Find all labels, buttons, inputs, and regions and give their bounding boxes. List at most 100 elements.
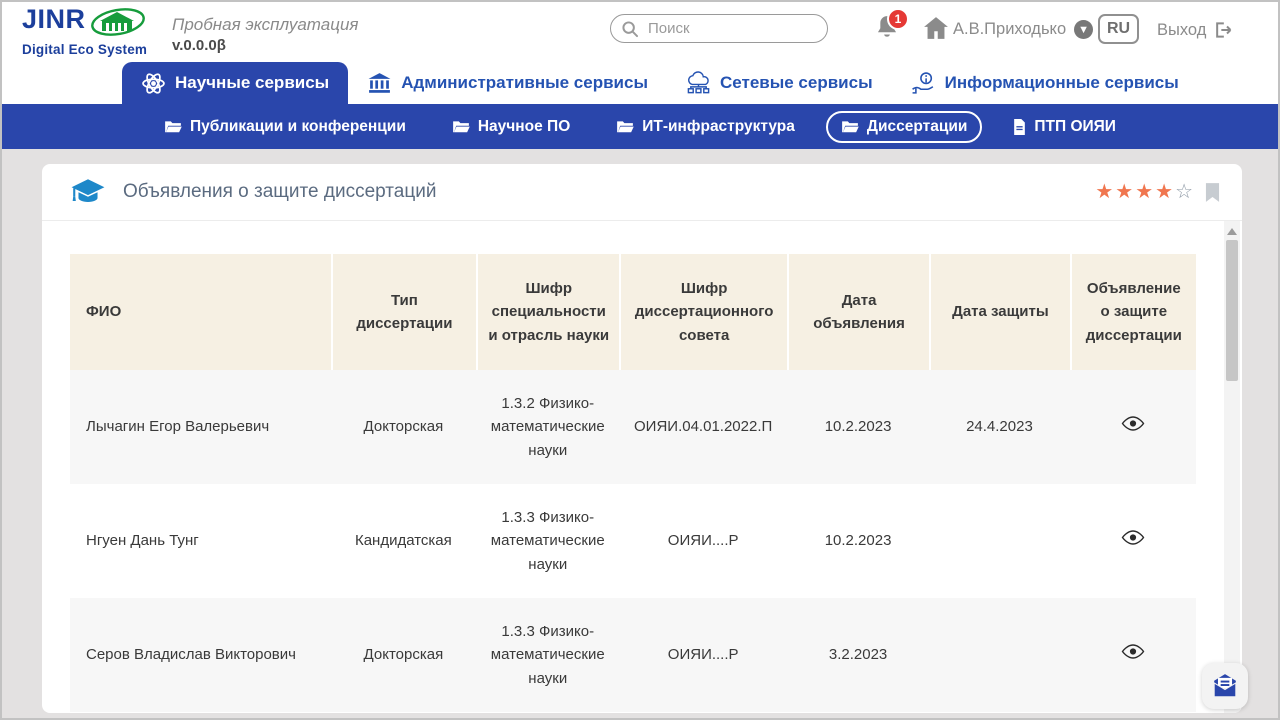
bookmark-icon[interactable] (1205, 182, 1220, 202)
search-icon (621, 20, 639, 38)
cell-announced: 3.2.2023 (786, 598, 930, 712)
cell-fio: Серов Владислав Викторович (70, 598, 331, 712)
home-button[interactable] (923, 16, 949, 40)
folder-icon (164, 120, 182, 134)
dissertations-table: ФИО Тип диссертации Шифр специальности и… (70, 254, 1196, 712)
network-icon (686, 70, 711, 96)
table-row: Нгуен Дань Тунг Кандидатская 1.3.3 Физик… (70, 484, 1196, 598)
dissertations-card: Объявления о защите диссертаций ★ ★ ★ ★ ☆ ФИ (42, 164, 1242, 713)
table-header-row: ФИО Тип диссертации Шифр специальности и… (70, 254, 1196, 370)
column-header-specialty: Шифр специальности и отрасль науки (476, 254, 620, 370)
scrollbar-thumb[interactable] (1226, 240, 1238, 381)
file-icon (1013, 118, 1026, 135)
top-header: JINR Digital Eco System Пробная эксплуат… (2, 2, 1278, 62)
tab-label: Информационные сервисы (944, 73, 1179, 92)
tab-label: Научные сервисы (175, 73, 330, 92)
cell-type: Кандидатская (354, 532, 452, 550)
cell-announced: 10.2.2023 (786, 370, 930, 484)
notifications-button[interactable]: 1 (874, 8, 909, 46)
page-content: Объявления о защите диссертаций ★ ★ ★ ★ ☆ ФИ (2, 149, 1278, 718)
subnav-label: Диссертации (866, 117, 968, 135)
cell-fio: Нгуен Дань Тунг (86, 532, 199, 550)
subnav-bar: Публикации и конференции Научное ПО ИТ-и… (2, 104, 1278, 149)
subnav-item-it-infrastructure[interactable]: ИТ-инфраструктура (601, 111, 810, 143)
view-announcement-button[interactable] (1121, 415, 1145, 432)
star-icon[interactable]: ★ (1155, 181, 1174, 203)
subnav-label: Публикации и конференции (190, 117, 406, 135)
tab-network-services[interactable]: Сетевые сервисы (667, 62, 892, 104)
search-input[interactable] (646, 19, 810, 38)
logout-button[interactable]: Выход (1157, 20, 1233, 40)
cell-type: Докторская (330, 598, 477, 712)
graduation-cap-icon (70, 178, 106, 206)
subnav-item-dissertations[interactable]: Диссертации (825, 110, 983, 143)
star-icon[interactable]: ★ (1135, 181, 1154, 203)
environment-label: Пробная эксплуатация (172, 15, 359, 34)
synchrotron-icon (88, 6, 146, 40)
view-announcement-button[interactable] (1121, 643, 1145, 660)
subnav-label: Научное ПО (477, 117, 571, 135)
rating-stars: ★ ★ ★ ★ ☆ (1095, 182, 1193, 202)
user-name: А.В.Приходько (953, 20, 1067, 38)
cell-defense (929, 598, 1070, 712)
cell-council: ОИЯИ.04.01.2022.П (619, 370, 787, 484)
tab-label: Административные сервисы (401, 73, 648, 92)
jinr-logo[interactable]: JINR Digital Eco System (22, 4, 148, 58)
atom-icon (141, 71, 166, 96)
tab-label: Сетевые сервисы (719, 73, 873, 92)
subnav-label: ИТ-инфраструктура (642, 117, 795, 135)
notification-badge: 1 (887, 8, 909, 30)
logout-icon (1213, 20, 1233, 40)
column-header-defense-date: Дата защиты (929, 254, 1070, 370)
subnav-item-scientific-software[interactable]: Научное ПО (437, 111, 585, 143)
subnav-label: ПТП ОИЯИ (1034, 117, 1116, 135)
subnav-item-ptp-jinr[interactable]: ПТП ОИЯИ (998, 111, 1131, 143)
column-header-fio: ФИО (70, 254, 331, 370)
column-header-announcement: Объявление о защите диссертации (1069, 254, 1196, 370)
folder-icon (452, 120, 470, 134)
star-icon[interactable]: ☆ (1175, 181, 1193, 203)
home-icon (923, 16, 949, 40)
card-header: Объявления о защите диссертаций ★ ★ ★ ★ ☆ (42, 164, 1242, 221)
cell-council: ОИЯИ....Р (667, 532, 739, 550)
feedback-button[interactable] (1202, 663, 1248, 709)
tab-administrative-services[interactable]: Административные сервисы (348, 62, 667, 104)
folder-icon (841, 120, 859, 134)
info-hand-icon (911, 71, 936, 96)
table-row: Серов Владислав Викторович Докторская 1.… (70, 598, 1196, 712)
star-icon[interactable]: ★ (1115, 181, 1134, 203)
cell-type: Докторская (330, 370, 477, 484)
cell-specialty: 1.3.3 Физико-математические науки (476, 598, 620, 712)
chevron-down-icon: ▼ (1074, 20, 1094, 39)
folder-icon (616, 120, 634, 134)
bank-icon (367, 71, 392, 96)
table-row: Лычагин Егор Валерьевич Докторская 1.3.2… (70, 370, 1196, 484)
tab-scientific-services[interactable]: Научные сервисы (122, 62, 349, 104)
card-scrollbar[interactable] (1224, 221, 1240, 713)
cell-council: ОИЯИ....Р (619, 598, 787, 712)
star-icon[interactable]: ★ (1095, 181, 1114, 203)
open-envelope-icon (1212, 674, 1238, 698)
cell-specialty: 1.3.3 Физико-математические науки (490, 509, 605, 573)
column-header-announce-date: Дата объявления (786, 254, 930, 370)
service-tabs: Научные сервисы Административные сервисы… (2, 62, 1278, 104)
version-label: v.0.0.0β (172, 37, 226, 54)
scroll-up-arrow[interactable] (1227, 228, 1237, 235)
cell-specialty: 1.3.2 Физико-математические науки (476, 370, 620, 484)
logout-label: Выход (1157, 20, 1207, 39)
cell-defense (929, 484, 1069, 598)
search-box (610, 14, 828, 43)
language-button[interactable]: RU (1098, 14, 1140, 44)
cell-announced: 10.2.2023 (824, 532, 892, 550)
user-menu[interactable]: А.В.Приходько ▼ (953, 20, 1094, 39)
logo-text: JINR (22, 4, 86, 34)
tab-information-services[interactable]: Информационные сервисы (892, 62, 1198, 104)
column-header-type: Тип диссертации (330, 254, 477, 370)
cell-defense: 24.4.2023 (929, 370, 1070, 484)
view-announcement-button[interactable] (1121, 529, 1145, 546)
subnav-item-publications[interactable]: Публикации и конференции (149, 111, 421, 143)
page-title: Объявления о защите диссертаций (123, 181, 437, 202)
logo-subtitle: Digital Eco System (22, 42, 148, 57)
card-body: ФИО Тип диссертации Шифр специальности и… (42, 221, 1242, 712)
